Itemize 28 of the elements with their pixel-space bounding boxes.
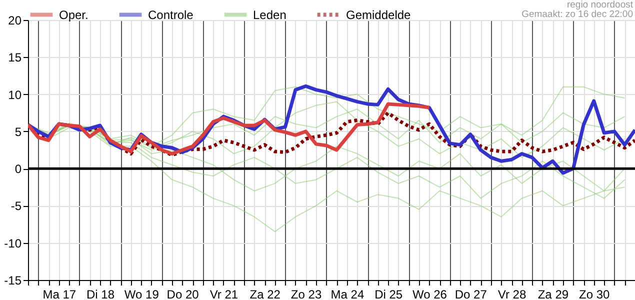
x-tick-label: Wo 26 [412,288,448,300]
x-tick-label: Za 29 [538,288,569,300]
x-tick-label: Wo 19 [124,288,160,300]
y-tick-label: 10 [8,88,22,102]
x-tick-label: Di 25 [374,288,403,300]
y-tick-label: -15 [4,274,22,288]
x-tick-label: Do 20 [166,288,200,300]
y-tick-label: -5 [10,199,22,214]
x-tick-label: Zo 30 [579,288,610,300]
text: Gemaakt: zo 16 dec 22:00 [522,9,633,20]
x-tick-label: Do 27 [454,288,488,300]
y-tick-label: -10 [4,236,22,250]
x-tick-label: Za 22 [250,288,281,300]
legend-label: Controle [148,8,194,22]
x-tick-label: Ma 24 [330,288,364,300]
x-tick-label: Di 18 [86,288,115,300]
y-tick-label: 5 [14,124,22,139]
y-tick-label: 20 [8,14,22,28]
x-tick-label: Vr 21 [210,288,238,300]
x-tick-label: Ma 17 [42,288,76,300]
x-tick-label: Vr 28 [498,288,526,300]
x-tick-label: Zo 23 [290,288,322,300]
legend-label: Gemiddelde [346,8,412,22]
legend-label: Oper. [59,8,88,22]
legend-label: Leden [253,8,286,22]
y-tick-label: 0 [14,162,22,176]
y-tick-label: 15 [8,50,22,65]
text: regio noordoost [566,0,634,10]
